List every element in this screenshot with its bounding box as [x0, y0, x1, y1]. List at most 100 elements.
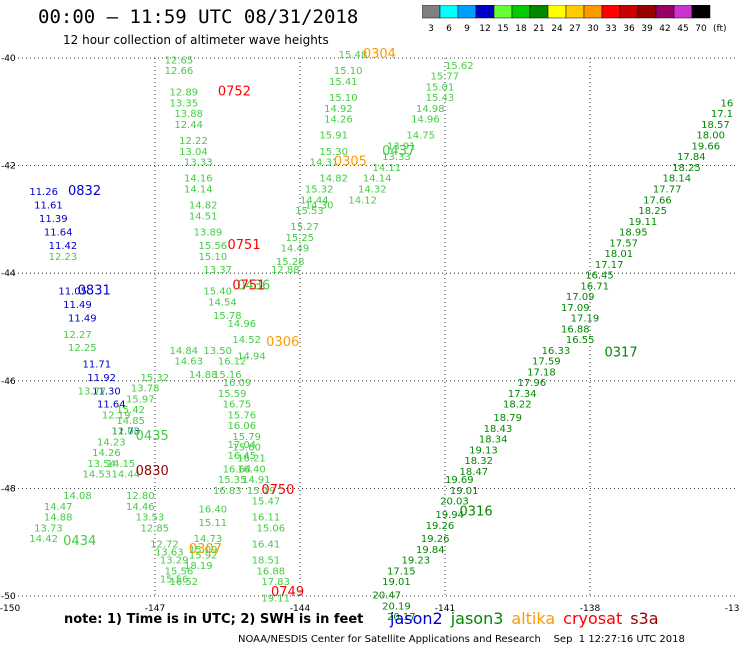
credit-line: NOAA/NESDIS Center for Satellite Applica… — [238, 634, 685, 645]
wave-height-value: 14.08 — [63, 491, 92, 502]
wave-height-value: 15.11 — [199, 518, 228, 529]
wave-height-value: 19.23 — [402, 556, 431, 567]
wave-height-value: 17.19 — [571, 314, 600, 325]
wave-height-value: 16.83 — [213, 486, 242, 497]
wave-height-value: 17.1 — [711, 109, 733, 120]
wave-height-value: 15.59 — [218, 389, 247, 400]
wave-height-value: 16.52 — [170, 577, 199, 588]
wave-height-value: 18.25 — [672, 163, 701, 174]
wave-height-value: 14.16 — [184, 174, 213, 185]
wave-height-value: 18.51 — [252, 556, 281, 567]
wave-height-value: 19.11 — [629, 217, 658, 228]
pass-time-label: 0437 — [382, 144, 415, 159]
lon-tick-label: -141 — [435, 604, 455, 614]
wave-height-value: 15.43 — [426, 93, 455, 104]
wave-height-value: 18.57 — [701, 120, 730, 131]
colorbar-swatch — [691, 5, 711, 19]
wave-height-value: 15.19 — [247, 486, 276, 497]
lon-tick-label: -135 — [725, 604, 740, 614]
wave-height-value: 19.26 — [421, 534, 450, 545]
wave-height-value: 20.47 — [373, 591, 402, 602]
legend-jason2: jason2 — [390, 609, 443, 628]
wave-height-value: 17.66 — [643, 195, 672, 206]
wave-height-value: 14.15 — [107, 459, 136, 470]
wave-height-value: 12.65 — [165, 55, 194, 66]
wave-height-value: 14.47 — [44, 502, 73, 513]
wave-height-value: 11.39 — [39, 214, 68, 225]
lat-tick-label: -46 — [1, 377, 16, 387]
wave-height-value: 15.56 — [165, 566, 194, 577]
wave-height-value: 16.41 — [252, 540, 281, 551]
wave-height-value: 20.03 — [440, 497, 469, 508]
wave-height-value: 15.16 — [213, 370, 242, 381]
wave-height-value: 16.88 — [257, 566, 286, 577]
legend-jason3: jason3 — [450, 609, 504, 628]
wave-height-value: 19.69 — [445, 475, 474, 486]
wave-height-value: 11.71 — [83, 359, 112, 370]
wave-height-value: 19.26 — [426, 521, 455, 532]
wave-height-value: 17.15 — [387, 566, 416, 577]
wave-height-value: 17.57 — [609, 238, 638, 249]
wave-height-value: 14.23 — [97, 437, 126, 448]
wave-height-value: 18.47 — [460, 467, 489, 478]
wave-height-value: 14.46 — [126, 502, 155, 513]
wave-height-value: 14.84 — [170, 346, 199, 357]
wave-height-value: 13.54 — [87, 459, 116, 470]
pass-time-label: 0306 — [266, 335, 299, 350]
wave-height-value: 20.17 — [387, 612, 416, 623]
wave-height-value: 14.14 — [363, 174, 392, 185]
wave-height-value: 18.00 — [696, 131, 725, 142]
wave-height-value: 15.10 — [199, 252, 228, 263]
wave-height-value: 17.04 — [228, 440, 257, 451]
wave-height-value: 16.64 — [223, 464, 252, 475]
wave-height-value: 14.49 — [281, 244, 310, 255]
pass-time-label: 0435 — [136, 429, 169, 444]
wave-height-value: 15.53 — [295, 206, 324, 217]
wave-height-value: 17.77 — [653, 185, 682, 196]
pass-time-label: 0305 — [334, 155, 367, 170]
wave-height-value: 15.27 — [290, 222, 319, 233]
wave-height-value: 15.09 — [189, 545, 218, 556]
wave-height-value: 13.29 — [160, 556, 189, 567]
wave-height-value: 17.09 — [566, 292, 595, 303]
wave-height-value: 13.91 — [387, 141, 416, 152]
wave-height-value: 18.34 — [479, 435, 508, 446]
wave-height-value: 15.42 — [116, 405, 145, 416]
lon-tick-label: -150 — [0, 604, 20, 614]
wave-height-value: 15.10 — [334, 66, 363, 77]
lat-tick-label: -44 — [1, 269, 16, 279]
wave-height-value: 16 — [721, 98, 734, 109]
wave-height-value: 14.82 — [319, 174, 348, 185]
wave-height-value: 13.37 — [203, 265, 232, 276]
wave-height-value: 17.17 — [595, 260, 624, 271]
colorbar-label: 70 — [695, 24, 707, 33]
wave-height-value: 16.88 — [561, 324, 590, 335]
wave-height-value: 11.92 — [87, 373, 116, 384]
wave-height-value: 17.83 — [261, 577, 290, 588]
pass-time-label: 0434 — [63, 534, 96, 549]
satellite-legend: jason2 jason3 altika cryosat s3a — [390, 609, 667, 628]
map-subtitle: 12 hour collection of altimeter wave hei… — [63, 33, 329, 47]
pass-time-label: 0831 — [78, 284, 111, 299]
wave-height-value: 18.19 — [184, 561, 213, 572]
wave-height-value: 19.66 — [692, 141, 721, 152]
wave-height-value: 14.44 — [300, 195, 329, 206]
wave-height-value: 19.13 — [469, 445, 498, 456]
wave-height-value: 16.71 — [580, 281, 609, 292]
wave-height-value: 13.33 — [184, 158, 213, 169]
wave-height-value: 12.66 — [165, 66, 194, 77]
legend-altika: altika — [511, 609, 556, 628]
wave-height-value: 15.91 — [319, 131, 348, 142]
wave-height-value: 14.91 — [242, 475, 271, 486]
wave-height-value: 14.51 — [189, 211, 218, 222]
wave-height-value: 14.11 — [373, 163, 402, 174]
wave-height-value: 18.14 — [663, 174, 692, 185]
wave-height-value: 14.12 — [348, 195, 377, 206]
wave-height-value: 14.63 — [174, 357, 203, 368]
wave-height-value: 14.26 — [92, 448, 121, 459]
wave-height-value: 15.10 — [329, 93, 358, 104]
wave-height-value: 14.94 — [237, 351, 266, 362]
wave-height-value: 12.72 — [150, 540, 179, 551]
wave-height-value: 13.50 — [203, 346, 232, 357]
